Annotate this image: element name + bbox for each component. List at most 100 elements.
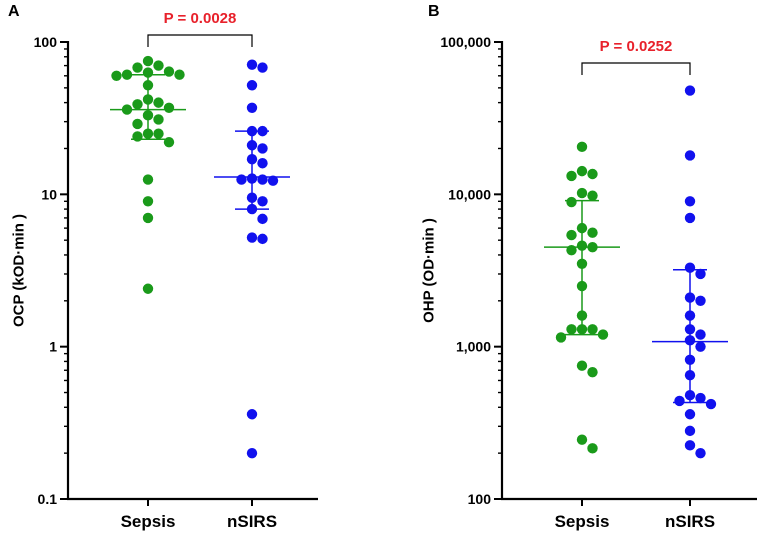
- data-point: [153, 114, 164, 125]
- data-point: [566, 196, 577, 208]
- data-point: [142, 110, 154, 121]
- data-point: [246, 140, 258, 151]
- y-tick-label: 1: [49, 339, 57, 355]
- y-tick-label: 0.1: [38, 491, 58, 507]
- data-point: [684, 292, 696, 303]
- data-point: [684, 196, 696, 207]
- data-point: [684, 262, 696, 273]
- data-point: [246, 125, 258, 137]
- data-point: [576, 240, 588, 251]
- data-point: [695, 295, 706, 307]
- data-point: [246, 59, 258, 70]
- data-point: [142, 283, 154, 294]
- data-point: [142, 67, 154, 78]
- data-point: [684, 369, 696, 381]
- data-point: [597, 329, 609, 340]
- data-point: [684, 212, 696, 224]
- data-point: [695, 341, 706, 352]
- data-point: [587, 190, 598, 201]
- data-point: [132, 131, 143, 142]
- y-tick-label: 1,000: [456, 339, 491, 355]
- data-point: [246, 232, 258, 243]
- data-point: [153, 97, 164, 108]
- data-point: [576, 324, 588, 335]
- data-point: [576, 222, 588, 234]
- data-point: [587, 227, 598, 238]
- data-point: [566, 324, 577, 335]
- data-point: [132, 99, 143, 110]
- data-point: [555, 332, 567, 343]
- data-point: [587, 324, 598, 335]
- x-tick-label: Sepsis: [121, 512, 176, 531]
- panel-b: B 100 1,000 10,000 100,000 Sepsis nSIRS OHP (OD…: [420, 3, 757, 531]
- data-point: [705, 398, 717, 410]
- y-tick-label: 100: [468, 491, 492, 507]
- data-point: [576, 310, 588, 321]
- series-nsirs: [214, 59, 290, 459]
- data-point: [257, 196, 268, 207]
- data-point: [163, 102, 175, 113]
- data-point: [142, 55, 154, 67]
- data-point: [576, 360, 588, 371]
- data-point: [142, 174, 154, 185]
- data-point: [257, 143, 268, 154]
- data-point: [587, 241, 598, 253]
- panel-label: B: [428, 3, 440, 20]
- series-sepsis: [544, 141, 620, 454]
- data-point: [695, 329, 706, 340]
- data-point: [566, 244, 577, 256]
- data-point: [684, 440, 696, 451]
- data-point: [587, 443, 598, 454]
- data-point: [576, 165, 588, 177]
- data-point: [246, 409, 258, 420]
- data-point: [153, 128, 164, 139]
- data-point: [684, 324, 696, 335]
- significance-bracket: [147, 34, 253, 47]
- significance-bracket: [581, 62, 691, 75]
- data-point: [257, 213, 268, 225]
- data-point: [236, 174, 247, 185]
- data-point: [684, 310, 696, 321]
- data-point: [153, 60, 164, 71]
- data-point: [121, 69, 133, 80]
- data-point: [684, 390, 696, 401]
- data-point: [267, 175, 279, 186]
- data-point: [257, 233, 268, 245]
- data-point: [246, 192, 258, 203]
- data-point: [576, 187, 588, 199]
- data-point: [142, 128, 154, 139]
- data-point: [246, 173, 258, 184]
- data-point: [132, 118, 143, 130]
- data-point: [576, 434, 588, 445]
- data-point: [695, 392, 706, 404]
- data-point: [576, 280, 588, 292]
- data-point: [142, 94, 154, 105]
- y-tick-label: 10: [41, 186, 57, 202]
- data-point: [684, 335, 696, 346]
- p-value-label: P = 0.0252: [600, 38, 673, 55]
- data-point: [142, 80, 154, 91]
- x-tick-label: nSIRS: [227, 512, 277, 531]
- data-point: [587, 168, 598, 180]
- data-point: [163, 136, 175, 148]
- data-point: [246, 447, 258, 459]
- y-tick-label: 100,000: [440, 34, 491, 50]
- y-tick-label: 100: [34, 34, 58, 50]
- x-tick-label: Sepsis: [555, 512, 610, 531]
- data-point: [695, 268, 706, 280]
- data-point: [111, 70, 122, 81]
- y-axis-title: OHP (OD·min ): [420, 218, 437, 323]
- data-point: [246, 154, 258, 165]
- data-point: [246, 80, 258, 91]
- data-point: [587, 366, 598, 378]
- data-point: [132, 62, 143, 73]
- data-point: [163, 66, 175, 77]
- panel-label: A: [8, 3, 20, 20]
- data-point: [566, 229, 577, 241]
- data-point: [174, 69, 185, 80]
- data-point: [246, 102, 258, 113]
- data-point: [121, 104, 133, 115]
- data-point: [576, 141, 588, 153]
- x-tick-label: nSIRS: [665, 512, 715, 531]
